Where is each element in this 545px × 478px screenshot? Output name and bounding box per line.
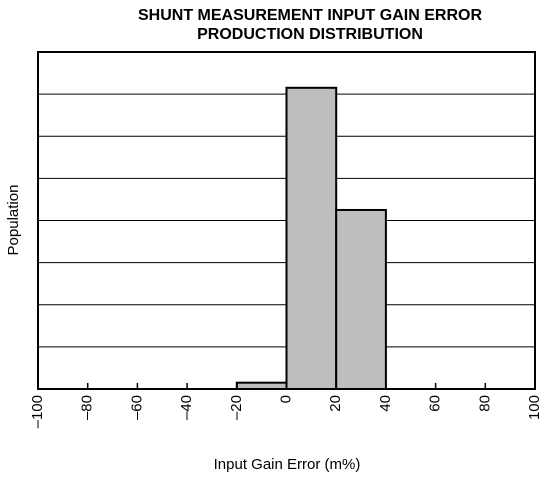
chart-title: SHUNT MEASUREMENT INPUT GAIN ERROR [138,7,482,24]
x-tick-label: 60 [427,395,444,412]
chart-title: PRODUCTION DISTRIBUTION [197,26,423,43]
x-tick-label: –20 [228,395,245,420]
x-tick-label: 20 [327,395,344,412]
x-tick-label: –40 [178,395,195,420]
x-tick-label: 40 [377,395,394,412]
x-tick-label: 0 [277,395,294,403]
y-axis-label: Population [5,185,22,256]
x-tick-label: 80 [476,395,493,412]
bar [285,86,338,391]
x-tick-label: –80 [79,395,96,420]
bar [335,208,387,390]
x-tick-label: –60 [128,395,145,420]
x-axis-label: Input Gain Error (m%) [214,456,361,473]
x-tick-label: 100 [526,395,543,420]
x-tick-label: –100 [29,395,46,428]
